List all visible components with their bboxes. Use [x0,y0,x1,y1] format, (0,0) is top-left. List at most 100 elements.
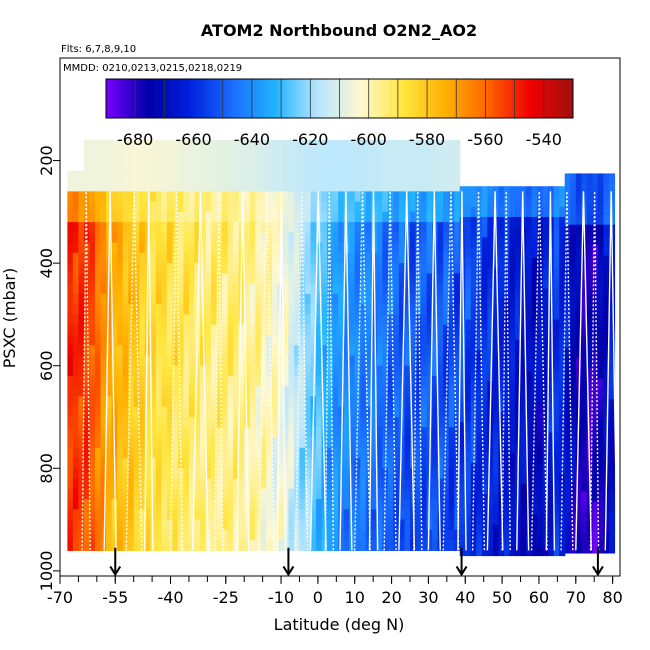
heatmap-cell [316,150,323,162]
heatmap-cell [531,268,538,280]
heatmap-cell [404,181,411,192]
heatmap-cell [327,427,334,439]
heatmap-cell [426,170,433,182]
heatmap-cell [586,399,593,410]
heatmap-cell [211,140,218,151]
heatmap-cell [266,529,273,541]
heatmap-cell [277,468,284,480]
heatmap-cell [144,160,151,172]
heatmap-cell [155,252,162,264]
heatmap-cell [266,170,273,182]
heatmap-cell [470,391,477,403]
heatmap-cell [216,519,223,531]
heatmap-cell [509,196,516,208]
heatmap-cell [537,391,544,403]
heatmap-cell [106,355,113,367]
heatmap-cell [592,388,599,400]
heatmap-cell [188,222,196,233]
heatmap-cell [233,222,240,233]
heatmap-cell [277,447,284,459]
heatmap-cell [559,524,566,536]
heatmap-cell [233,314,240,326]
heatmap-cell [161,201,168,213]
heatmap-cell [537,463,544,475]
heatmap-cell [393,263,400,275]
heatmap-cell [382,324,389,336]
heatmap-cell [205,170,212,182]
heatmap-cell [260,263,267,275]
x-axis: -70 -55 -40 -25 -10 0 10 20 30 40 50 60 70 80 [47,576,623,607]
heatmap-cell [553,422,560,433]
heatmap-cell [338,427,345,439]
colorbar-segment [473,79,478,118]
heatmap-cell [354,529,361,541]
heatmap-cell [95,406,102,418]
heatmap-cell [100,263,107,275]
heatmap-cell [271,263,278,275]
heatmap-cell [559,391,566,403]
heatmap-cell [233,160,240,172]
heatmap-cell [393,283,400,295]
heatmap-cell [177,396,185,408]
heatmap-cell [128,293,135,305]
heatmap-cell [67,396,74,408]
heatmap-cell [305,529,312,541]
heatmap-cell [360,519,367,531]
colorbar-segment [135,79,139,118]
heatmap-cell [117,211,124,223]
colorbar-segment [228,79,233,118]
heatmap-cell [410,170,417,182]
heatmap-cell [564,296,571,308]
heatmap-cell [117,468,124,480]
heatmap-cell [382,334,389,346]
heatmap-cell [83,417,91,428]
heatmap-cell [531,504,538,516]
colorbar-segment [535,79,539,118]
heatmap-cell [227,242,234,254]
heatmap-cell [299,447,306,459]
heatmap-cell [172,519,179,531]
colorbar-segment [359,79,364,118]
heatmap-cell [481,514,488,526]
heatmap-cell [67,324,74,336]
heatmap-cell [288,201,295,213]
colorbar-segment [365,79,370,118]
heatmap-cell [421,386,428,398]
heatmap-cell [515,391,522,403]
colorbar-segment [351,79,355,118]
heatmap-cell [360,468,367,480]
heatmap-cell [255,170,262,182]
heatmap-cell [133,509,140,521]
heatmap-cell [233,458,240,469]
heatmap-cell [188,468,196,480]
heatmap-cell [564,245,571,257]
heatmap-cell [365,365,372,377]
heatmap-cell [78,252,85,264]
heatmap-cell [542,186,549,198]
heatmap-cell [581,501,588,513]
heatmap-cell [421,150,428,162]
heatmap-cell [553,514,560,526]
heatmap-cell [432,478,439,490]
colorbar-segment [465,79,469,118]
heatmap-cell [503,329,511,341]
heatmap-cell [200,232,207,244]
heatmap-cell [166,201,173,213]
heatmap-cell [255,263,262,275]
heatmap-cell [172,437,179,449]
heatmap-cell [95,488,102,500]
heatmap-cell [177,365,185,377]
heatmap-cell [227,417,234,428]
heatmap-cell [144,150,151,162]
heatmap-cell [487,268,494,280]
heatmap-cell [72,232,80,244]
heatmap-cell [172,458,179,469]
heatmap-cell [393,499,400,510]
heatmap-cell [150,417,157,428]
heatmap-cell [183,488,190,500]
heatmap-cell [487,452,494,464]
heatmap-cell [260,447,267,459]
heatmap-cell [597,173,605,185]
heatmap-cell [194,365,201,377]
